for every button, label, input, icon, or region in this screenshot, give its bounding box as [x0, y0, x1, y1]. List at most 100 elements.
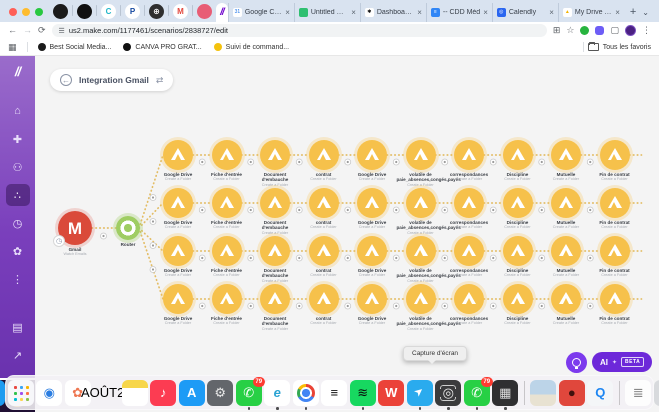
module-google-drive[interactable]	[405, 284, 436, 314]
extension-icon-1[interactable]	[580, 26, 590, 35]
tab-calendly[interactable]: ◎ Calendly ×	[491, 3, 558, 22]
dock-spotify-icon[interactable]: ≋	[349, 379, 376, 410]
module-google-drive[interactable]	[454, 284, 484, 314]
extensions-icon[interactable]: ▢	[610, 25, 619, 35]
module-google-drive[interactable]	[599, 140, 630, 170]
pinned-tab-3-icon[interactable]: C	[101, 4, 116, 19]
new-tab-button[interactable]: +	[629, 6, 637, 18]
tab-my-drive-g[interactable]: ▲ My Drive - G ×	[557, 3, 624, 22]
extension-icon-2[interactable]	[595, 26, 605, 35]
whats-new-icon[interactable]: ↗	[12, 349, 23, 362]
module-google-drive[interactable]	[260, 140, 290, 170]
module-google-drive[interactable]	[357, 284, 387, 314]
apps-grid-icon[interactable]: ▦	[8, 41, 17, 52]
ai-assistant-button[interactable]: AI ✦ BETA	[592, 352, 653, 372]
module-google-drive[interactable]	[502, 140, 533, 170]
tab-close-icon[interactable]: ×	[549, 7, 554, 17]
tab-search-chevron-icon[interactable]: ⌄	[642, 8, 649, 17]
zoom-window-button[interactable]	[35, 8, 43, 16]
module-google-drive[interactable]	[163, 188, 193, 218]
ideas-button[interactable]	[566, 352, 587, 373]
site-settings-icon[interactable]: ☰	[58, 27, 65, 35]
module-google-drive[interactable]	[599, 188, 630, 218]
tab-close-icon[interactable]: ×	[483, 7, 488, 17]
bookmark-star-icon[interactable]: ☆	[566, 25, 575, 35]
pinned-tab-1-icon[interactable]	[53, 4, 68, 19]
module-router[interactable]	[116, 216, 140, 240]
module-google-drive[interactable]	[405, 236, 436, 266]
module-google-drive[interactable]	[405, 140, 436, 170]
minimize-window-button[interactable]	[22, 8, 30, 16]
scenarios-icon[interactable]: ∴	[5, 184, 30, 206]
bookmark-item[interactable]: Best Social Media...	[37, 43, 111, 51]
pinned-tab-5-icon[interactable]: ⊕	[149, 4, 164, 19]
module-google-drive[interactable]	[308, 236, 339, 266]
module-google-drive[interactable]	[163, 140, 193, 170]
browser-menu-icon[interactable]: ⋮	[642, 25, 651, 35]
pinned-tab-6-icon[interactable]: M	[173, 4, 188, 19]
dock-reader-app-icon[interactable]: ≡	[321, 379, 348, 406]
dock-notes-icon[interactable]	[121, 379, 148, 406]
team-icon[interactable]: ⚇	[12, 161, 23, 174]
translate-icon[interactable]: ⊞	[552, 25, 561, 35]
module-google-drive[interactable]	[260, 236, 290, 266]
module-google-drive[interactable]	[502, 188, 533, 218]
module-google-drive[interactable]	[551, 236, 581, 266]
dock-photos-icon[interactable]: ✿	[64, 379, 91, 406]
make-sidebar-logo-icon[interactable]: //	[14, 64, 21, 79]
dock-quicktime-icon[interactable]: Q	[587, 379, 614, 406]
dock-whatsapp-2-icon[interactable]: ✆ 79	[463, 376, 493, 410]
more-icon[interactable]: ⋮	[12, 273, 23, 286]
pinned-tab-2-icon[interactable]	[77, 4, 92, 19]
reload-icon[interactable]: ⟳	[38, 25, 46, 35]
module-google-drive[interactable]	[502, 236, 533, 266]
bookmark-item[interactable]: Suivi de command...	[213, 43, 289, 51]
dock-wps-office-icon[interactable]: W	[378, 379, 405, 406]
tab-make-active[interactable]: //	[216, 3, 228, 22]
module-google-drive[interactable]	[211, 284, 242, 314]
tab-close-icon[interactable]: ×	[615, 7, 620, 17]
dock-downloads-stack-icon[interactable]: ≣	[625, 379, 652, 406]
dock-edge-icon[interactable]: e	[264, 379, 291, 410]
dock-safari-icon[interactable]: ◉	[36, 379, 63, 406]
dock-window-preview-icon[interactable]	[530, 379, 557, 406]
module-google-drive[interactable]	[502, 284, 533, 314]
all-bookmarks[interactable]: Tous les favoris	[582, 42, 651, 52]
templates-icon[interactable]: ✿	[12, 245, 23, 258]
module-google-drive[interactable]	[454, 188, 484, 218]
profile-avatar[interactable]	[625, 25, 636, 36]
dock-screenshot-icon[interactable]: ◎	[435, 379, 462, 410]
url-text[interactable]: us2.make.com/1177461/scenarios/2838727/e…	[68, 26, 228, 35]
close-window-button[interactable]	[9, 8, 17, 16]
scenario-canvas[interactable]: ← Integration Gmail ⇄ Google Drive Create…	[35, 56, 659, 412]
dock-calendar-icon[interactable]: AOÛT26	[81, 380, 132, 406]
module-google-drive[interactable]	[260, 188, 290, 218]
bookmark-item[interactable]: CANVA PRO GRAT...	[123, 43, 202, 51]
module-google-drive[interactable]	[551, 284, 581, 314]
pinned-tab-4-icon[interactable]: P	[125, 4, 140, 19]
module-google-drive[interactable]	[357, 236, 387, 266]
dock-trash-icon[interactable]: ♺	[653, 379, 659, 406]
dock-calculator-icon[interactable]: ▦	[492, 379, 519, 410]
module-google-drive[interactable]	[454, 140, 484, 170]
module-google-drive[interactable]	[599, 284, 630, 314]
tab--cdd-m-d[interactable]: ≡ -- CDD Méd ×	[425, 3, 492, 22]
dock-launchpad-icon[interactable]	[7, 379, 34, 406]
window-controls[interactable]	[0, 8, 51, 22]
dock-system-settings-icon[interactable]: ⚙	[207, 379, 234, 406]
dock-app-store-icon[interactable]: A	[178, 379, 205, 406]
organization-icon[interactable]: ✚	[12, 133, 23, 146]
module-google-drive[interactable]	[260, 284, 290, 314]
forward-icon[interactable]: →	[23, 25, 32, 35]
tab-close-icon[interactable]: ×	[351, 7, 356, 17]
module-google-drive[interactable]	[308, 284, 339, 314]
tab-untitled-base[interactable]: Untitled Base×	[293, 3, 360, 22]
dock-chrome-icon[interactable]	[292, 379, 319, 410]
module-google-drive[interactable]	[454, 236, 484, 266]
module-google-drive[interactable]	[308, 188, 339, 218]
back-to-scenarios-icon[interactable]: ←	[60, 74, 72, 86]
module-google-drive[interactable]	[599, 236, 630, 266]
tab-dashboard-[interactable]: ✱ Dashboard - ×	[359, 3, 426, 22]
back-icon[interactable]: ←	[8, 25, 17, 35]
